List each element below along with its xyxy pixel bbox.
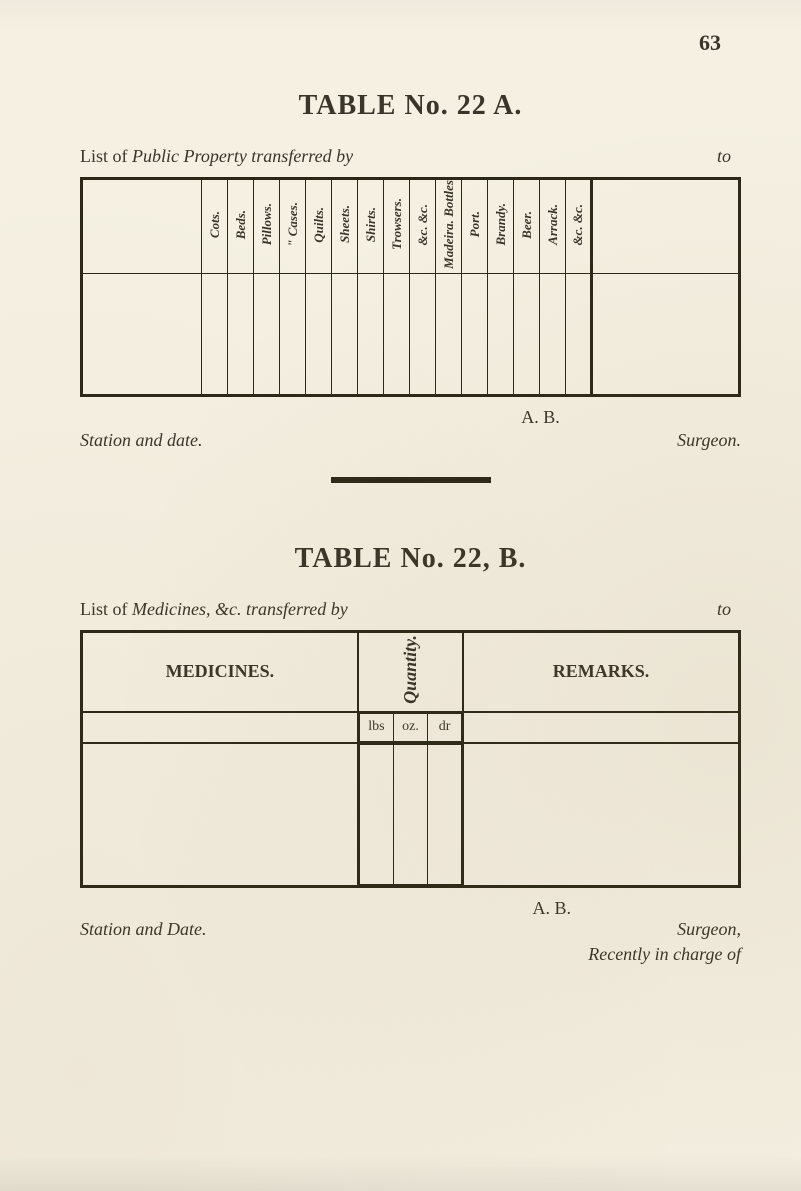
col-head: &c. &c. <box>410 179 436 274</box>
col-head: &c. &c. <box>566 179 592 274</box>
list-to: to <box>717 599 731 620</box>
medicines-table: MEDICINES. Quantity. REMARKS. lbs oz. dr <box>80 630 741 888</box>
col-head: Brandy. <box>488 179 514 274</box>
initials-ab: A. B. <box>80 407 741 428</box>
unit-dr: dr <box>428 713 462 741</box>
list-text: Medicines, &c. transferred by <box>132 599 348 619</box>
station-and-date: Station and Date. <box>80 919 207 940</box>
list-text: Public Property transferred by <box>132 146 353 166</box>
col-head: Cots. <box>202 179 228 274</box>
col-head: Trowsers. <box>384 179 410 274</box>
stub-head <box>82 179 202 274</box>
station-and-date: Station and date. <box>80 430 203 450</box>
col-head: Beer. <box>514 179 540 274</box>
subunit-row: lbs oz. dr <box>82 712 740 743</box>
page-number: 63 <box>699 30 721 56</box>
list-prefix: List of <box>80 599 132 619</box>
quantity-header: Quantity. <box>358 632 463 712</box>
unit-oz: oz. <box>393 713 427 741</box>
table-b-list-line: List of Medicines, &c. transferred by to <box>80 599 741 620</box>
remarks-header: REMARKS. <box>463 632 739 712</box>
col-head: Sheets. <box>332 179 358 274</box>
unit-lbs: lbs <box>359 713 393 741</box>
col-head: Port. <box>462 179 488 274</box>
surgeon-label: Surgeon, <box>677 919 741 940</box>
property-table: Cots. Beds. Pillows. " Cases. Quilts. Sh… <box>80 177 741 397</box>
col-head: Pillows. <box>254 179 280 274</box>
tail-head <box>592 179 740 274</box>
section-divider <box>331 477 491 483</box>
footer-block: A. B. Station and Date. Surgeon, Recentl… <box>80 898 741 965</box>
col-head: Arrack. <box>540 179 566 274</box>
list-to: to <box>717 146 731 167</box>
medicines-header: MEDICINES. <box>82 632 358 712</box>
list-prefix: List of <box>80 146 132 166</box>
col-head: Madeira. Bottles <box>436 179 462 274</box>
table-row <box>82 273 740 395</box>
col-head: Quilts. <box>306 179 332 274</box>
table-a-title: TABLE No. 22 A. <box>80 90 741 122</box>
col-head: " Cases. <box>280 179 306 274</box>
recently-in-charge: Recently in charge of <box>80 944 741 965</box>
table-b-title: TABLE No. 22, B. <box>80 543 741 575</box>
initials-ab: A. B. <box>80 898 741 919</box>
table-a-list-line: List of Public Property transferred by t… <box>80 146 741 167</box>
table-row <box>82 743 740 887</box>
col-head: Beds. <box>228 179 254 274</box>
surgeon-label: Surgeon. <box>677 430 741 451</box>
subunit-cells: lbs oz. dr <box>359 713 462 742</box>
col-head: Shirts. <box>358 179 384 274</box>
